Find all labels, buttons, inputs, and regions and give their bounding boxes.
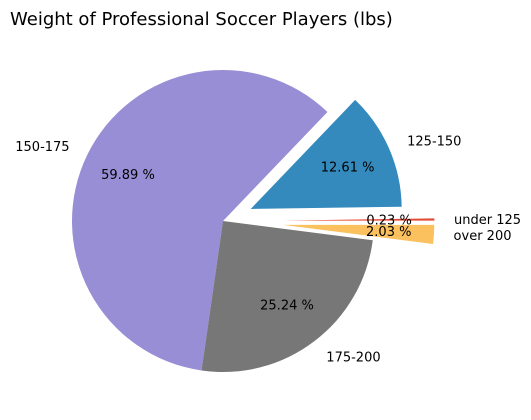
slice-percent-175-200: 25.24 % bbox=[260, 299, 314, 314]
slice-label-over-200: over 200 bbox=[454, 229, 512, 244]
slice-label-175-200: 175-200 bbox=[326, 350, 380, 365]
slice-label-125-150: 125-150 bbox=[407, 134, 461, 149]
slice-label-under-125: under 125 bbox=[454, 213, 521, 228]
pie-slice-150-175 bbox=[71, 69, 328, 371]
pie-slice-175-200 bbox=[201, 221, 373, 372]
pie-slice-125-150 bbox=[250, 99, 402, 209]
slice-percent-150-175: 59.89 % bbox=[101, 168, 155, 183]
pie-slice-under-125 bbox=[283, 218, 435, 221]
slice-percent-125-150: 12.61 % bbox=[321, 160, 375, 175]
pie-labels: under 125 0.23 % 125-150 12.61 % 150-175 59.8… bbox=[15, 134, 521, 365]
slice-percent-under-125: 0.23 % bbox=[366, 213, 411, 228]
slice-percent-over-200: 2.03 % bbox=[366, 225, 411, 240]
chart-title: Weight of Professional Soccer Players (l… bbox=[10, 9, 393, 30]
pie-slices bbox=[71, 69, 435, 372]
slice-label-150-175: 150-175 bbox=[15, 140, 69, 155]
pie-slice-over-200 bbox=[283, 224, 435, 245]
